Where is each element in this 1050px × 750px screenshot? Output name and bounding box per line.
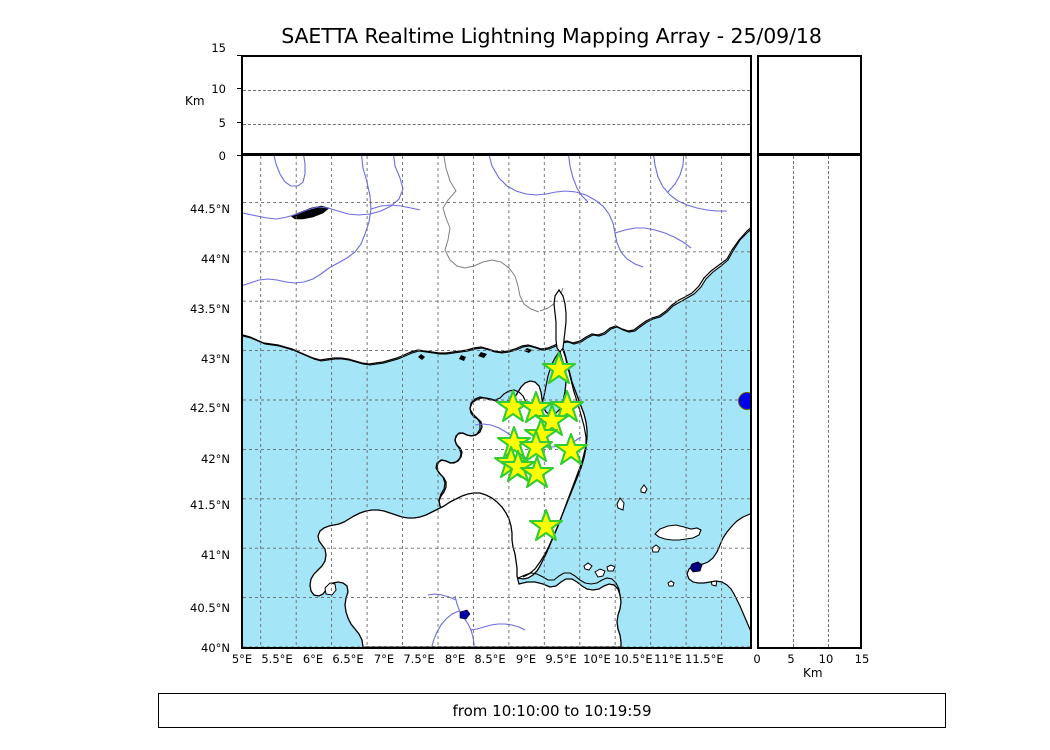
map-lon-tick-11.5: 11.5°E bbox=[685, 652, 724, 666]
map-lat-tick-40.5: 40.5°N bbox=[190, 601, 230, 615]
map-lat-tick-43.5: 43.5°N bbox=[190, 302, 230, 316]
map-lon-tick-5.5: 5.5°E bbox=[261, 652, 293, 666]
corner-panel bbox=[757, 55, 862, 155]
lake-sardinia bbox=[459, 609, 471, 620]
right-xtick-10: 10 bbox=[818, 652, 834, 666]
rivers-north bbox=[243, 156, 727, 286]
cap-corse bbox=[553, 288, 567, 353]
right-altitude-panel bbox=[757, 154, 862, 649]
monte-argentario bbox=[689, 561, 703, 573]
lma-station-markers bbox=[493, 351, 589, 542]
right-xtick-0: 0 bbox=[753, 652, 761, 666]
map-lat-tick-43: 43°N bbox=[201, 352, 230, 366]
map-panel[interactable] bbox=[241, 154, 752, 649]
coastline-sardinia-ne bbox=[517, 572, 621, 597]
map-gridlines bbox=[243, 156, 750, 647]
top-gridline-5 bbox=[243, 123, 750, 125]
top-ytick-15: 15 bbox=[211, 41, 226, 55]
map-lon-tick-10.5: 10.5°E bbox=[614, 652, 653, 666]
map-lon-tick-7.5: 7.5°E bbox=[403, 652, 435, 666]
coastline-corsica-east bbox=[522, 346, 587, 578]
map-lat-tick-40: 40°N bbox=[201, 641, 230, 655]
top-ytick-10: 10 bbox=[211, 82, 226, 96]
right-xtick-15: 15 bbox=[854, 652, 870, 666]
island-gorgona bbox=[640, 484, 648, 494]
time-range-box: from 10:10:00 to 10:19:59 bbox=[158, 693, 946, 728]
map-lon-tick-8.5: 8.5°E bbox=[474, 652, 506, 666]
landmass-italy-west bbox=[686, 513, 750, 631]
station-star bbox=[528, 508, 564, 542]
top-ytick-0: 0 bbox=[218, 149, 226, 163]
map-clip-region bbox=[243, 156, 750, 647]
landmass-sardinia bbox=[309, 492, 622, 647]
island-elba bbox=[654, 524, 702, 541]
map-lon-tick-5: 5°E bbox=[231, 652, 253, 666]
station-star bbox=[541, 351, 577, 385]
top-altitude-panel bbox=[241, 55, 752, 155]
station-star bbox=[553, 432, 589, 466]
top-ytickmark-0 bbox=[237, 155, 241, 156]
right-xtick-5: 5 bbox=[787, 652, 795, 666]
map-lat-tick-41.5: 41.5°N bbox=[190, 498, 230, 512]
top-gridline-10 bbox=[243, 90, 750, 92]
time-range-text: from 10:10:00 to 10:19:59 bbox=[452, 701, 652, 720]
station-star bbox=[549, 389, 585, 423]
island-pianosa bbox=[651, 544, 661, 553]
map-lat-tick-42.5: 42.5°N bbox=[190, 401, 230, 415]
top-ytickmark-5 bbox=[237, 121, 241, 123]
top-ytickmark-10 bbox=[237, 88, 241, 90]
island-capraia bbox=[616, 497, 625, 511]
map-lat-tick-42: 42°N bbox=[201, 452, 230, 466]
station-star bbox=[534, 403, 570, 437]
admin-borders bbox=[442, 156, 540, 313]
map-lon-tick-6.5: 6.5°E bbox=[332, 652, 364, 666]
map-lon-tick-7: 7°E bbox=[373, 652, 395, 666]
map-lat-tick-44: 44°N bbox=[201, 252, 230, 266]
rivers-sardinia bbox=[427, 593, 526, 647]
map-lon-tick-9: 9°E bbox=[515, 652, 537, 666]
map-lon-tick-10: 10°E bbox=[583, 652, 611, 666]
vhf-source-dot bbox=[738, 392, 750, 410]
map-lon-tick-8: 8°E bbox=[444, 652, 466, 666]
right-gridline-5 bbox=[793, 156, 795, 647]
map-graphics bbox=[243, 156, 750, 647]
page-title: SAETTA Realtime Lightning Mapping Array … bbox=[281, 24, 822, 48]
sardinia-nw-detail bbox=[324, 582, 337, 596]
station-star bbox=[519, 455, 555, 489]
map-lon-tick-11: 11°E bbox=[654, 652, 682, 666]
station-star bbox=[500, 449, 536, 483]
station-star bbox=[518, 429, 554, 463]
right-gridline-10 bbox=[827, 156, 829, 647]
top-ytick-5: 5 bbox=[218, 116, 226, 130]
map-lat-tick-41: 41°N bbox=[201, 548, 230, 562]
station-star bbox=[496, 425, 532, 459]
top-ytickmark-15 bbox=[237, 55, 241, 56]
top-panel-ylabel: Km bbox=[185, 94, 205, 108]
map-lat-tick-44.5: 44.5°N bbox=[190, 202, 230, 216]
map-lon-tick-6: 6°E bbox=[302, 652, 324, 666]
sardinia-ne-islets bbox=[583, 562, 616, 578]
right-panel-xlabel: Km bbox=[803, 666, 823, 680]
map-lon-tick-9.5: 9.5°E bbox=[545, 652, 577, 666]
island-montecristo bbox=[667, 580, 675, 587]
